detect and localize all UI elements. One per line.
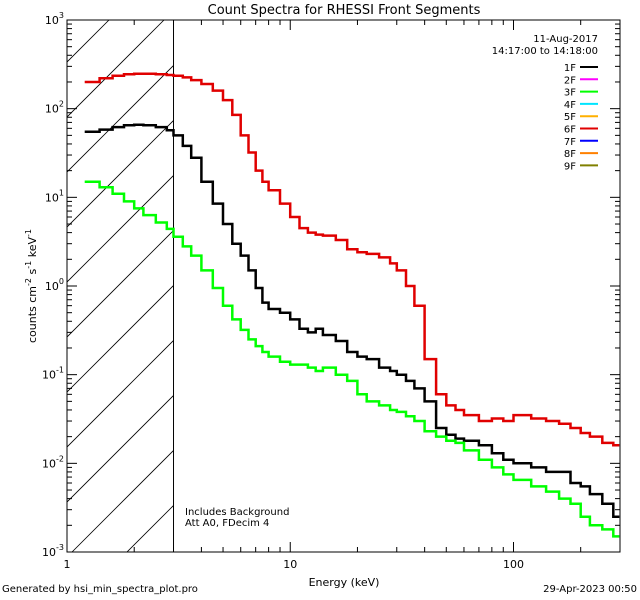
annotation-background: Includes Background [185, 507, 289, 518]
x-axis-label: Energy (keV) [309, 576, 380, 589]
timestamp-text: 29-Apr-2023 00:50 [543, 584, 637, 595]
y-tick-label: 100 [45, 277, 64, 293]
legend-label-1F: 1F [564, 63, 576, 74]
x-tick-label: 1 [64, 558, 71, 571]
legend-label-9F: 9F [564, 161, 576, 172]
legend-label-2F: 2F [564, 75, 576, 86]
x-tick-label: 10 [283, 558, 297, 571]
annotation-attenuator: Att A0, FDecim 4 [185, 518, 269, 529]
y-axis-label-text: counts cm-2 s-1 keV-1 [24, 229, 39, 343]
y-tick-label: 103 [45, 11, 64, 27]
generated-by-text: Generated by hsi_min_spectra_plot.pro [2, 584, 198, 595]
time-range-label: 14:17:00 to 14:18:00 [492, 46, 598, 57]
hatch-lines [67, 20, 174, 552]
legend-label-3F: 3F [564, 88, 576, 99]
series-6F-line [84, 72, 620, 447]
y-axis-label: counts cm-2 s-1 keV-1 [24, 229, 39, 343]
y-tick-label: 10-3 [42, 543, 64, 559]
series-3F-line [84, 180, 620, 538]
legend-label-7F: 7F [564, 137, 576, 148]
x-tick-label: 100 [503, 558, 524, 571]
series-1F-line [84, 123, 620, 518]
y-tick-label: 10-1 [42, 366, 64, 382]
legend-label-5F: 5F [564, 112, 576, 123]
legend-label-6F: 6F [564, 125, 576, 136]
chart-title: Count Spectra for RHESSI Front Segments [208, 3, 481, 18]
legend-label-8F: 8F [564, 149, 576, 160]
date-label: 11-Aug-2017 [533, 34, 598, 45]
axes: 1 10 100 103 102 101 100 10-1 10-2 10-3 [42, 11, 620, 571]
y-tick-label: 102 [45, 100, 64, 116]
y-tick-label: 101 [45, 188, 64, 204]
plot-frame [66, 19, 621, 553]
shaded-region-hatching [67, 20, 175, 552]
y-tick-label: 10-2 [42, 454, 64, 470]
series-layer [84, 72, 620, 538]
legend-label-4F: 4F [564, 100, 576, 111]
